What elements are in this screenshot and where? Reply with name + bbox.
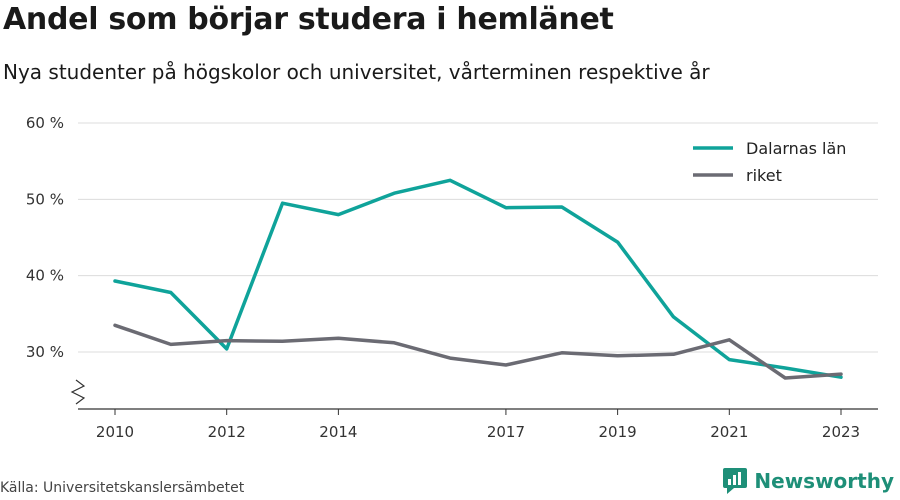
- y-tick-label: 60 %: [26, 114, 64, 132]
- series-line: [113, 178, 843, 379]
- x-tick-label: 2010: [96, 423, 134, 441]
- x-tick-label: 2017: [487, 423, 525, 441]
- series-lines: [113, 178, 843, 380]
- x-tick-label: 2019: [599, 423, 637, 441]
- x-tick-label: 2014: [319, 423, 357, 441]
- x-tick-label: 2012: [208, 423, 246, 441]
- source-note: Källa: Universitetskanslersämbetet: [0, 480, 245, 496]
- chart-title: Andel som börjar studera i hemlänet: [3, 2, 614, 37]
- x-tick-label: 2023: [822, 423, 860, 441]
- grid-lines: 30 % 40 % 50 % 60 %: [26, 114, 878, 361]
- legend-label: Dalarnas län: [746, 139, 846, 158]
- axis-break-icon: [70, 379, 86, 405]
- y-tick-label: 30 %: [26, 343, 64, 361]
- legend-label: riket: [746, 166, 782, 185]
- series-line: [113, 323, 843, 380]
- y-tick-label: 40 %: [26, 267, 64, 285]
- x-tick-label: 2021: [710, 423, 748, 441]
- x-axis: 2010 2012 2014 2017 2019 2021 2023: [70, 379, 878, 441]
- legend: Dalarnas län riket: [693, 139, 846, 185]
- newsworthy-logo-icon: [723, 468, 748, 494]
- chart-subtitle: Nya studenter på högskolor och universit…: [3, 60, 710, 84]
- y-tick-label: 50 %: [26, 190, 64, 208]
- brand-logo: Newsworthy: [722, 466, 894, 496]
- brand-name: Newsworthy: [754, 469, 894, 493]
